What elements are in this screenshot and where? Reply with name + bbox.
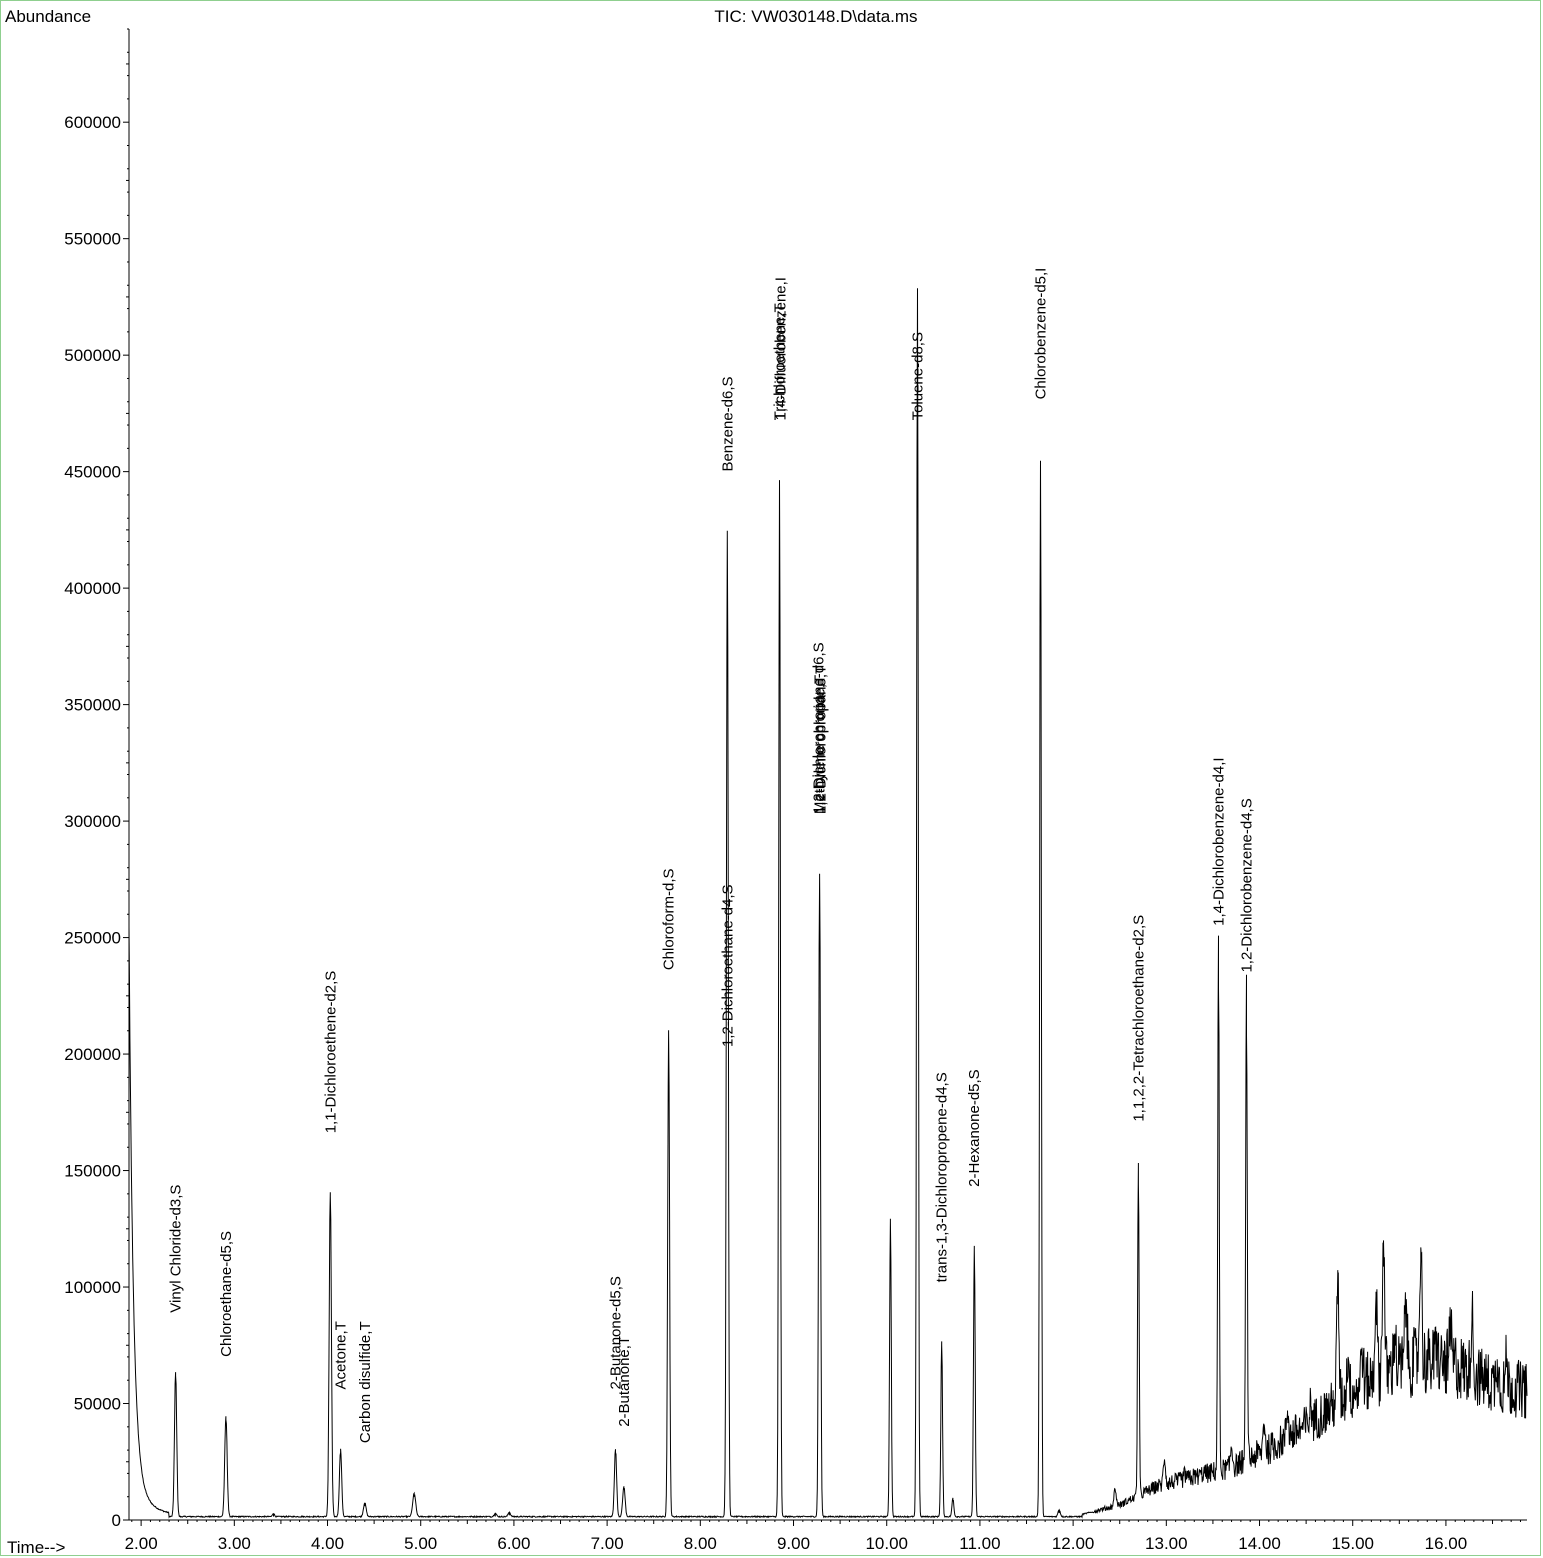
- peak-label: 1,4-Dichlorobenzene-d4,I: [1211, 757, 1228, 925]
- y-tick-label: 300000: [64, 812, 121, 831]
- y-tick-label: 0: [112, 1511, 121, 1530]
- y-tick-label: 350000: [64, 696, 121, 715]
- y-tick-label: 450000: [64, 463, 121, 482]
- peak-label: Chlorobenzene-d5,I: [1033, 268, 1050, 400]
- peak-label: Chloroform-d,S: [661, 868, 678, 970]
- peak-label: 1,2-Dichlorobenzene-d4,S: [1239, 798, 1256, 972]
- peak-label: Carbon disulfide,T: [357, 1321, 374, 1443]
- peak-annotations: Vinyl Chloride-d3,S Chloroethane-d5,S 1,1-…: [168, 268, 1256, 1443]
- x-tick-label: 7.00: [591, 1534, 624, 1553]
- peak-label: 1,1,2,2-Tetrachloroethane-d2,S: [1130, 915, 1147, 1122]
- x-tick-label: 4.00: [311, 1534, 344, 1553]
- y-tick-label: 550000: [64, 230, 121, 249]
- y-tick-label: 400000: [64, 579, 121, 598]
- peak-label: 2-Butanone,T: [616, 1336, 633, 1427]
- x-tick-label: 15.00: [1331, 1534, 1374, 1553]
- x-tick-label: 6.00: [497, 1534, 530, 1553]
- x-tick-label: 13.00: [1145, 1534, 1188, 1553]
- y-ticks: 0 50000 100000 150000 200000 250000 300000 3500…: [64, 28, 129, 1530]
- peak-label: 2-Hexanone-d5,S: [966, 1069, 983, 1187]
- peak-label: Acetone,T: [333, 1321, 350, 1389]
- tic-trace: [128, 288, 1528, 1519]
- y-tick-label: 500000: [64, 346, 121, 365]
- peak-label: Chloroethane-d5,S: [218, 1231, 235, 1357]
- peak-label: 1,4-Difluorobenzene,I: [772, 277, 789, 420]
- peak-label: Benzene-d6,S: [719, 376, 736, 471]
- x-tick-label: 8.00: [684, 1534, 717, 1553]
- peak-label: trans-1,3-Dichloropropene-d4,S: [934, 1072, 951, 1282]
- x-tick-label: 3.00: [218, 1534, 251, 1553]
- x-tick-label: 2.00: [125, 1534, 158, 1553]
- y-tick-label: 600000: [64, 113, 121, 132]
- peak-label: 1,2-Dichloroethane-d4,S: [719, 884, 736, 1047]
- x-tick-label: 5.00: [404, 1534, 437, 1553]
- peak-label: Trichloroethene,T: [771, 303, 788, 420]
- peak-label: 2-Butanone-d5,S: [608, 1276, 625, 1389]
- y-tick-label: 150000: [64, 1162, 121, 1181]
- chart-title: TIC: VW030148.D\data.ms: [714, 7, 917, 26]
- x-tick-label: 11.00: [959, 1534, 1000, 1553]
- peak-label: 1,2-Dichloropropane-d6,S: [811, 642, 828, 814]
- peak-label: Toluene-d8,S: [909, 332, 926, 420]
- x-tick-label: 9.00: [777, 1534, 810, 1553]
- x-tick-label: 16.00: [1425, 1534, 1468, 1553]
- y-tick-label: 200000: [64, 1045, 121, 1064]
- x-ticks: 2.00 3.00 4.00 5.00 6.00 7.00 8.00 9.00 10.00 11.…: [125, 1520, 1521, 1553]
- peak-label: Methylene chloride,T: [812, 675, 829, 814]
- x-axis-label: Time-->: [7, 1538, 65, 1557]
- peak-label: 1,2-Dichloropropane,T: [813, 665, 830, 814]
- peak-label: 1,1-Dichloroethene-d2,S: [322, 971, 339, 1134]
- x-tick-label: 14.00: [1238, 1534, 1281, 1553]
- x-tick-label: 12.00: [1052, 1534, 1095, 1553]
- peak-label: Vinyl Chloride-d3,S: [168, 1185, 185, 1313]
- y-axis-label: Abundance: [5, 7, 91, 26]
- y-tick-label: 50000: [74, 1395, 121, 1414]
- y-tick-label: 100000: [64, 1278, 121, 1297]
- x-tick-label: 10.00: [865, 1534, 908, 1553]
- y-tick-label: 250000: [64, 929, 121, 948]
